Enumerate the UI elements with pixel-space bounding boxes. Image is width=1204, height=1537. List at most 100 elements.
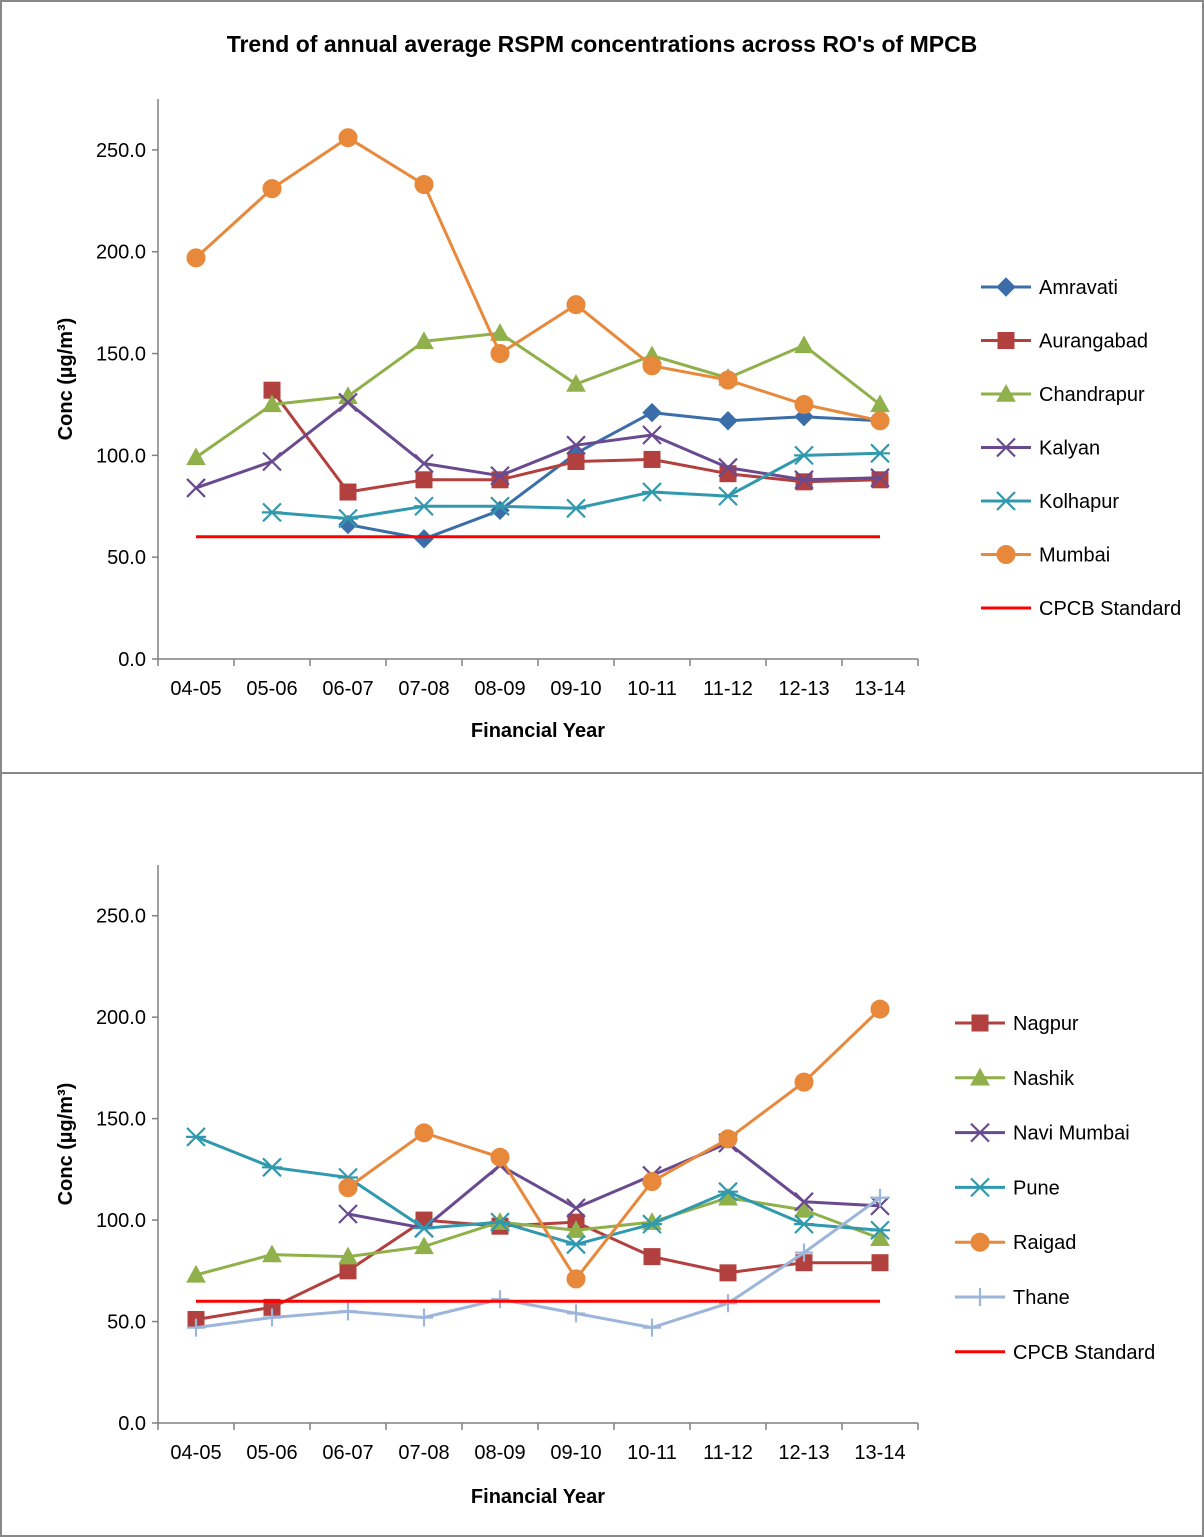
data-point-amravati bbox=[718, 411, 738, 431]
x-tick-label: 06-07 bbox=[322, 1442, 373, 1464]
data-point-nagpur bbox=[643, 1248, 661, 1266]
data-point-aurangabad bbox=[871, 471, 889, 489]
data-point-kolhapur bbox=[870, 443, 890, 464]
y-tick-label: 0.0 bbox=[118, 1413, 146, 1435]
x-tick-label: 10-11 bbox=[627, 678, 677, 700]
x-tick-label: 07-08 bbox=[398, 1442, 449, 1464]
legend-label: Nashik bbox=[1013, 1068, 1075, 1090]
data-point-chandrapur bbox=[490, 323, 510, 341]
data-point-raigad bbox=[490, 1147, 510, 1167]
data-point-mumbai bbox=[414, 175, 434, 195]
data-point-mumbai bbox=[186, 248, 206, 268]
series-thane bbox=[187, 1188, 889, 1337]
data-point-kolhapur bbox=[262, 502, 282, 523]
data-point-nashik bbox=[262, 1244, 282, 1263]
legend-item-cpcb-standard: CPCB Standard bbox=[981, 598, 1181, 620]
data-point-kalyan bbox=[490, 465, 510, 486]
data-point-chandrapur bbox=[262, 394, 282, 413]
data-point-chandrapur bbox=[794, 335, 814, 354]
x-tick-label: 10-11 bbox=[627, 1442, 677, 1464]
x-tick-label: 12-13 bbox=[778, 1442, 829, 1464]
data-point-pune bbox=[414, 1218, 434, 1238]
data-point-chandrapur bbox=[566, 374, 586, 392]
x-tick-label: 13-14 bbox=[854, 678, 905, 700]
x-tick-label: 11-12 bbox=[703, 678, 753, 700]
x-tick-label: 13-14 bbox=[854, 1442, 905, 1464]
data-point-mumbai bbox=[870, 411, 890, 431]
y-tick-label: 100.0 bbox=[96, 445, 146, 467]
legend-marker bbox=[996, 277, 1016, 297]
data-point-kalyan bbox=[186, 478, 206, 498]
series-line-pune bbox=[195, 1135, 881, 1246]
chart-title: Trend of annual average RSPM concentrati… bbox=[227, 31, 978, 57]
legend-item-navi-mumbai: Navi Mumbai bbox=[955, 1123, 1130, 1145]
data-point-thane bbox=[719, 1294, 737, 1313]
series-line-nashik bbox=[195, 1196, 881, 1277]
series-line-thane bbox=[195, 1196, 881, 1330]
legend-marker bbox=[970, 1122, 990, 1143]
data-point-kolhapur bbox=[338, 508, 358, 529]
legend-item-nagpur: Nagpur bbox=[955, 1013, 1079, 1035]
data-point-amravati bbox=[642, 402, 662, 423]
data-point-raigad bbox=[870, 999, 890, 1019]
data-point-mumbai bbox=[490, 344, 510, 364]
data-point-pune bbox=[566, 1234, 586, 1255]
legend-label: Amravati bbox=[1039, 277, 1118, 299]
data-point-raigad bbox=[566, 1269, 586, 1289]
legend-marker bbox=[997, 332, 1015, 349]
data-point-pune bbox=[642, 1214, 662, 1234]
y-tick-label: 50.0 bbox=[107, 547, 146, 569]
legend-label: Raigad bbox=[1013, 1232, 1076, 1254]
legend-label: Navi Mumbai bbox=[1013, 1123, 1130, 1145]
legend-label: Kolhapur bbox=[1039, 491, 1119, 513]
legend-label: Thane bbox=[1013, 1287, 1070, 1309]
data-point-aurangabad bbox=[643, 450, 661, 468]
x-axis-label: Financial Year bbox=[471, 1486, 605, 1508]
x-tick-label: 08-09 bbox=[474, 1442, 525, 1464]
legend-label: CPCB Standard bbox=[1039, 598, 1181, 620]
legend-label: Kalyan bbox=[1039, 438, 1100, 460]
legend-item-pune: Pune bbox=[955, 1177, 1060, 1199]
data-point-chandrapur bbox=[414, 331, 434, 350]
y-tick-label: 150.0 bbox=[96, 1109, 146, 1131]
data-point-kalyan bbox=[718, 457, 738, 478]
legend-label: Nagpur bbox=[1013, 1013, 1079, 1035]
data-point-kalyan bbox=[414, 453, 434, 474]
data-point-kolhapur bbox=[718, 486, 738, 506]
data-point-raigad bbox=[338, 1178, 358, 1198]
x-tick-label: 12-13 bbox=[778, 678, 829, 700]
y-tick-label: 200.0 bbox=[96, 242, 146, 264]
series-line-navi-mumbai bbox=[347, 1141, 881, 1230]
data-point-raigad bbox=[794, 1072, 814, 1092]
legend-marker bbox=[970, 1177, 990, 1198]
data-point-navi-mumbai bbox=[566, 1198, 586, 1218]
legend-marker bbox=[996, 491, 1016, 511]
x-tick-label: 07-08 bbox=[398, 678, 449, 700]
data-point-kalyan bbox=[870, 467, 890, 488]
data-point-kolhapur bbox=[794, 445, 814, 466]
data-point-pune bbox=[718, 1181, 738, 1202]
data-point-pune bbox=[186, 1127, 206, 1147]
data-point-raigad bbox=[642, 1172, 662, 1192]
data-point-chandrapur bbox=[186, 447, 206, 466]
legend-item-amravati: Amravati bbox=[981, 277, 1118, 299]
data-point-nagpur bbox=[871, 1254, 889, 1272]
data-point-kalyan bbox=[642, 425, 662, 445]
data-point-kolhapur bbox=[490, 496, 510, 517]
legend-label: Pune bbox=[1013, 1177, 1060, 1199]
data-point-thane bbox=[339, 1302, 357, 1321]
y-tick-label: 100.0 bbox=[96, 1210, 146, 1232]
series-line-chandrapur bbox=[195, 331, 881, 459]
data-point-amravati bbox=[338, 514, 358, 535]
data-point-mumbai bbox=[794, 394, 814, 414]
data-point-kolhapur bbox=[566, 498, 586, 519]
data-point-aurangabad bbox=[339, 483, 357, 501]
series-raigad bbox=[338, 999, 890, 1289]
data-point-nagpur bbox=[719, 1264, 737, 1282]
legend-marker bbox=[996, 545, 1016, 564]
data-point-pune bbox=[870, 1220, 890, 1241]
data-point-navi-mumbai bbox=[338, 1204, 358, 1224]
y-tick-label: 200.0 bbox=[96, 1007, 146, 1029]
data-point-nashik bbox=[338, 1246, 358, 1265]
legend-item-thane: Thane bbox=[955, 1287, 1070, 1309]
